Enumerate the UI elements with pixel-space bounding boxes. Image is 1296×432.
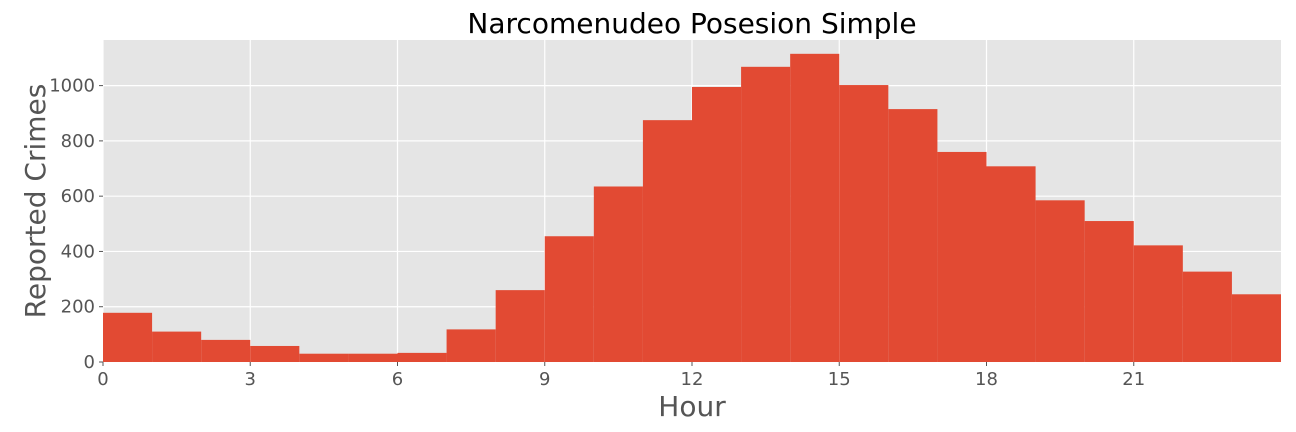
bar-hour-11 bbox=[642, 120, 692, 362]
bar-hour-19 bbox=[1035, 200, 1085, 362]
bar-hour-1 bbox=[152, 331, 202, 362]
x-tick-label: 3 bbox=[245, 369, 256, 390]
y-tick-label: 800 bbox=[61, 131, 95, 152]
bar-hour-3 bbox=[250, 345, 300, 362]
histogram-bars bbox=[103, 53, 1281, 363]
bar-hour-0 bbox=[103, 312, 153, 362]
bar-hour-16 bbox=[888, 109, 938, 362]
bar-hour-22 bbox=[1182, 271, 1232, 362]
y-axis-label: Reported Crimes bbox=[19, 84, 52, 319]
x-tick-label: 9 bbox=[539, 369, 550, 390]
x-tick-label: 15 bbox=[828, 369, 851, 390]
bar-hour-18 bbox=[986, 166, 1036, 362]
bar-hour-13 bbox=[741, 66, 791, 362]
bar-hour-23 bbox=[1231, 294, 1281, 362]
y-tick-label: 0 bbox=[84, 352, 95, 373]
bar-hour-17 bbox=[937, 151, 987, 362]
x-tick-label: 18 bbox=[975, 369, 998, 390]
bar-hour-4 bbox=[299, 353, 349, 362]
bar-hour-8 bbox=[495, 290, 545, 362]
bar-hour-20 bbox=[1084, 221, 1134, 362]
x-axis-ticks: 0 3 6 9 12 15 18 21 bbox=[97, 362, 1145, 390]
x-tick-label: 0 bbox=[97, 369, 108, 390]
bar-hour-7 bbox=[446, 329, 496, 362]
x-tick-label: 21 bbox=[1122, 369, 1145, 390]
chart-title: Narcomenudeo Posesion Simple bbox=[467, 7, 916, 40]
bar-hour-5 bbox=[348, 353, 398, 362]
bar-hour-6 bbox=[397, 352, 447, 362]
bar-hour-14 bbox=[790, 53, 840, 363]
bar-hour-15 bbox=[839, 85, 889, 362]
y-tick-label: 400 bbox=[61, 241, 95, 262]
y-tick-label: 600 bbox=[61, 186, 95, 207]
bar-hour-10 bbox=[593, 186, 643, 362]
bar-hour-21 bbox=[1133, 245, 1183, 362]
x-axis-label: Hour bbox=[658, 390, 726, 423]
bar-hour-2 bbox=[201, 339, 251, 362]
x-tick-label: 12 bbox=[681, 369, 704, 390]
y-tick-label: 1000 bbox=[49, 76, 95, 97]
y-tick-label: 200 bbox=[61, 297, 95, 318]
x-tick-label: 6 bbox=[392, 369, 403, 390]
bar-hour-12 bbox=[692, 86, 742, 362]
bar-hour-9 bbox=[544, 236, 594, 362]
y-axis-ticks: 0 200 400 600 800 1000 bbox=[49, 76, 103, 373]
